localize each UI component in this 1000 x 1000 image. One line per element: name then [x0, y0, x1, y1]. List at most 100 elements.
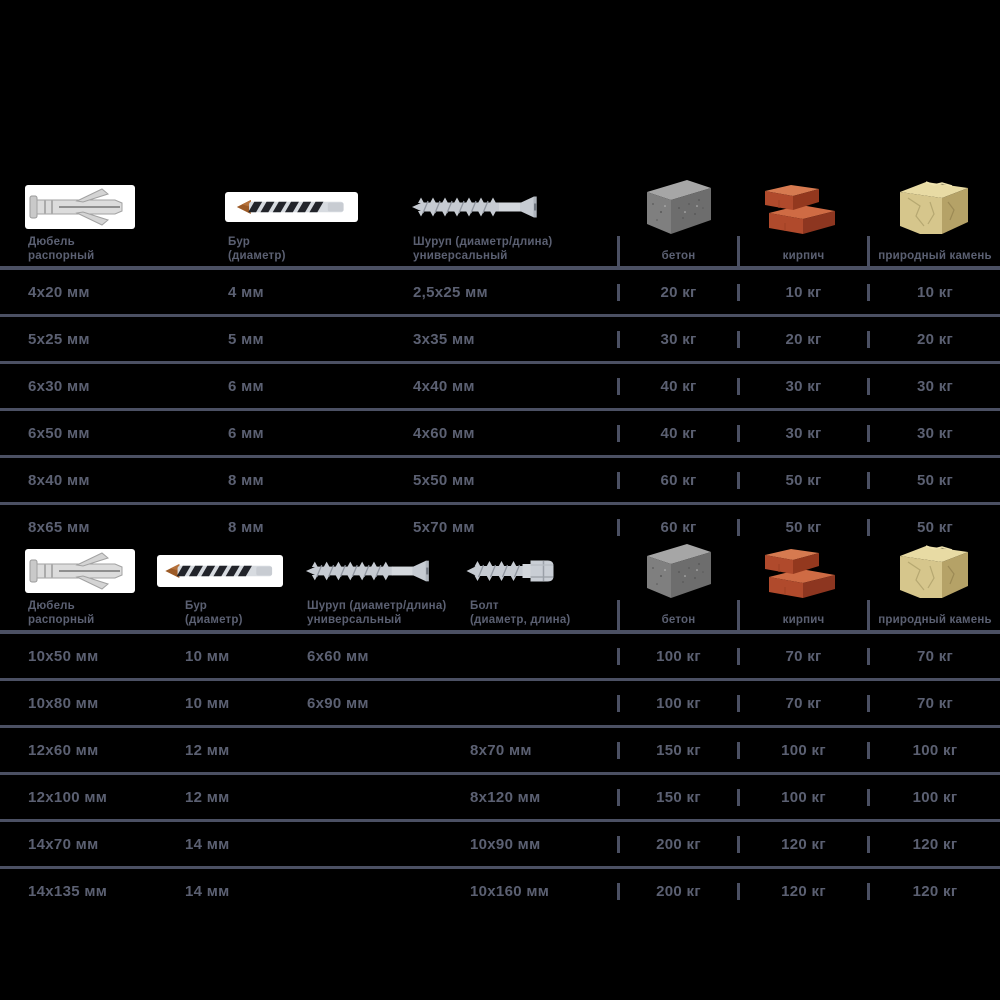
table-row: 5x25 мм 5 мм 3x35 мм 30 кг 20 кг 20 кг: [0, 314, 1000, 361]
bolt-size: 10x90 мм: [470, 835, 541, 853]
table-row: 6x30 мм 6 мм 4x40 мм 40 кг 30 кг 30 кг: [0, 361, 1000, 408]
bolt-size: 10x160 мм: [470, 882, 550, 900]
drill-size: 10 мм: [185, 647, 230, 665]
table-row: 12x60 мм 12 мм 8x70 мм 150 кг 100 кг 100…: [0, 725, 1000, 772]
concrete-load: 200 кг: [617, 835, 737, 853]
natural-stone-icon: [867, 540, 1000, 602]
column-label-concrete: бетон: [617, 600, 737, 633]
concrete-load: 60 кг: [617, 471, 737, 489]
concrete-load: 60 кг: [617, 518, 737, 536]
drill-size: 6 мм: [228, 377, 264, 395]
drill-size: 14 мм: [185, 882, 230, 900]
column-label-dowel: Дюбель распорный: [28, 600, 95, 626]
dowel-size: 6x30 мм: [28, 377, 90, 395]
concrete-block-icon: [617, 176, 737, 238]
dowel-size: 12x100 мм: [28, 788, 108, 806]
screw-icon: [302, 558, 460, 584]
dowel-size: 8x65 мм: [28, 518, 90, 536]
brick-load: 120 кг: [737, 835, 867, 853]
table-row: 10x80 мм 10 мм 6x90 мм 100 кг 70 кг 70 к…: [0, 678, 1000, 725]
table-row: 8x40 мм 8 мм 5x50 мм 60 кг 50 кг 50 кг: [0, 455, 1000, 502]
bolt-size: 8x120 мм: [470, 788, 541, 806]
drill-bit-icon: [157, 555, 283, 587]
stone-load: 20 кг: [867, 330, 1000, 348]
stone-load: 70 кг: [867, 694, 1000, 712]
stone-load: 30 кг: [867, 377, 1000, 395]
brick-load: 30 кг: [737, 377, 867, 395]
table-light-duty: Дюбель распорный Бур (диаметр) Шуруп (диам…: [0, 176, 1000, 549]
concrete-load: 100 кг: [617, 694, 737, 712]
concrete-load: 200 кг: [617, 882, 737, 900]
column-label-dowel: Дюбель распорный: [28, 236, 95, 262]
screw-size: 6x60 мм: [307, 647, 369, 665]
concrete-load: 150 кг: [617, 741, 737, 759]
table-row: 10x50 мм 10 мм 6x60 мм 100 кг 70 кг 70 к…: [0, 630, 1000, 678]
drill-size: 12 мм: [185, 741, 230, 759]
screw-size: 3x35 мм: [413, 330, 475, 348]
dowel-size: 14x70 мм: [28, 835, 99, 853]
column-label-screw: Шуруп (диаметр/длина) универсальный: [307, 600, 447, 626]
dowel-size: 6x50 мм: [28, 424, 90, 442]
screw-size: 5x50 мм: [413, 471, 475, 489]
stone-load: 30 кг: [867, 424, 1000, 442]
drill-size: 5 мм: [228, 330, 264, 348]
table-row: 14x135 мм 14 мм 10x160 мм 200 кг 120 кг …: [0, 866, 1000, 913]
drill-size: 4 мм: [228, 283, 264, 301]
bolt-size: 8x70 мм: [470, 741, 532, 759]
stone-load: 120 кг: [867, 835, 1000, 853]
brick-load: 120 кг: [737, 882, 867, 900]
concrete-load: 40 кг: [617, 424, 737, 442]
stone-load: 100 кг: [867, 788, 1000, 806]
stone-load: 10 кг: [867, 283, 1000, 301]
column-label-stone: природный камень: [867, 600, 1000, 633]
dowel-icon: [25, 185, 135, 229]
brick-load: 100 кг: [737, 788, 867, 806]
column-label-brick: кирпич: [737, 600, 867, 633]
column-label-screw: Шуруп (диаметр/длина) универсальный: [413, 236, 553, 262]
column-label-drill: Бур (диаметр): [228, 236, 286, 262]
dowel-size: 8x40 мм: [28, 471, 90, 489]
stone-load: 70 кг: [867, 647, 1000, 665]
concrete-block-icon: [617, 540, 737, 602]
dowel-size: 4x20 мм: [28, 283, 90, 301]
drill-size: 8 мм: [228, 518, 264, 536]
dowel-size: 12x60 мм: [28, 741, 99, 759]
column-label-drill: Бур (диаметр): [185, 600, 243, 626]
drill-size: 6 мм: [228, 424, 264, 442]
stone-load: 50 кг: [867, 518, 1000, 536]
dowel-size: 10x80 мм: [28, 694, 99, 712]
dowel-size: 5x25 мм: [28, 330, 90, 348]
table-heavy-duty: Дюбель распорный Бур (диаметр) Шуруп (диам…: [0, 540, 1000, 913]
header-labels-row: Дюбель распорный Бур (диаметр) Шуруп (диам…: [0, 600, 1000, 633]
header-images-row: [0, 176, 1000, 236]
concrete-load: 150 кг: [617, 788, 737, 806]
table-row: 14x70 мм 14 мм 10x90 мм 200 кг 120 кг 12…: [0, 819, 1000, 866]
brick-load: 100 кг: [737, 741, 867, 759]
concrete-load: 20 кг: [617, 283, 737, 301]
column-label-stone: природный камень: [867, 236, 1000, 269]
table-row: 12x100 мм 12 мм 8x120 мм 150 кг 100 кг 1…: [0, 772, 1000, 819]
brick-icon: [737, 177, 867, 237]
screw-size: 4x40 мм: [413, 377, 475, 395]
drill-size: 10 мм: [185, 694, 230, 712]
column-label-brick: кирпич: [737, 236, 867, 269]
drill-size: 14 мм: [185, 835, 230, 853]
table-row: 6x50 мм 6 мм 4x60 мм 40 кг 30 кг 30 кг: [0, 408, 1000, 455]
dowel-icon: [25, 549, 135, 593]
brick-load: 50 кг: [737, 471, 867, 489]
dowel-size: 10x50 мм: [28, 647, 99, 665]
brick-load: 50 кг: [737, 518, 867, 536]
brick-load: 10 кг: [737, 283, 867, 301]
natural-stone-icon: [867, 176, 1000, 238]
hex-bolt-icon: [462, 556, 617, 586]
drill-bit-icon: [225, 192, 358, 222]
drill-size: 12 мм: [185, 788, 230, 806]
stone-load: 100 кг: [867, 741, 1000, 759]
stone-load: 120 кг: [867, 882, 1000, 900]
table-row: 8x65 мм 8 мм 5x70 мм 60 кг 50 кг 50 кг: [0, 502, 1000, 549]
brick-load: 30 кг: [737, 424, 867, 442]
brick-load: 70 кг: [737, 694, 867, 712]
brick-load: 70 кг: [737, 647, 867, 665]
column-label-concrete: бетон: [617, 236, 737, 269]
